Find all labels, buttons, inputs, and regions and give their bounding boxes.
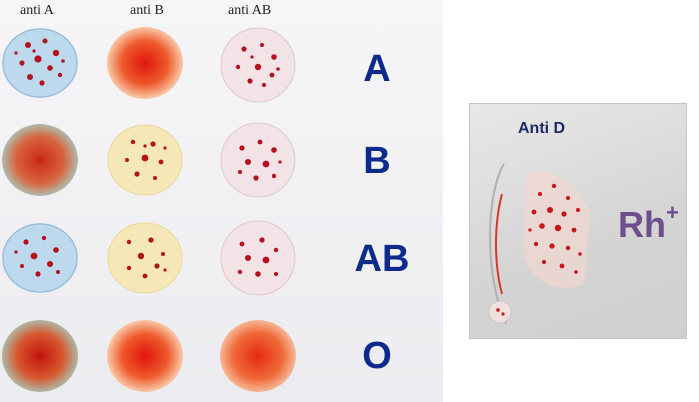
test-spot-row-o-anti-a [2,320,78,392]
test-spot-row-a-anti-b [107,27,183,99]
test-spot-row-o-anti-ab [220,320,296,392]
rh-result-text: Rh [618,204,666,245]
anti-d-agglutination-spot [488,163,590,325]
row-label-b: B [363,140,391,182]
anti-d-label: Anti D [518,120,566,137]
column-label-anti-a: anti A [20,3,54,18]
row-label-o: O [362,335,392,377]
row-label-a: A [363,48,391,90]
rh-positive-sign: + [666,200,679,225]
column-label-anti-ab: anti AB [228,3,272,18]
test-spot-row-o-anti-b [107,320,183,392]
test-spot-row-b-anti-a [2,124,78,196]
test-spot-row-ab-anti-b [107,222,183,294]
test-spot-row-a-anti-a [2,28,78,98]
column-label-anti-b: anti B [130,3,164,18]
test-spot-row-b-anti-b [107,124,183,196]
test-spot-row-ab-anti-a [2,223,78,293]
rh-typing-panel: Anti D Rh+ [469,103,687,339]
row-label-ab: AB [354,238,410,280]
test-spot-row-b-anti-ab [220,122,296,198]
test-spot-row-ab-anti-ab [220,220,296,296]
test-spot-row-a-anti-ab [220,27,296,103]
abo-typing-panel: anti A anti B anti AB A [0,0,443,402]
rh-result-label: Rh+ [618,200,679,246]
